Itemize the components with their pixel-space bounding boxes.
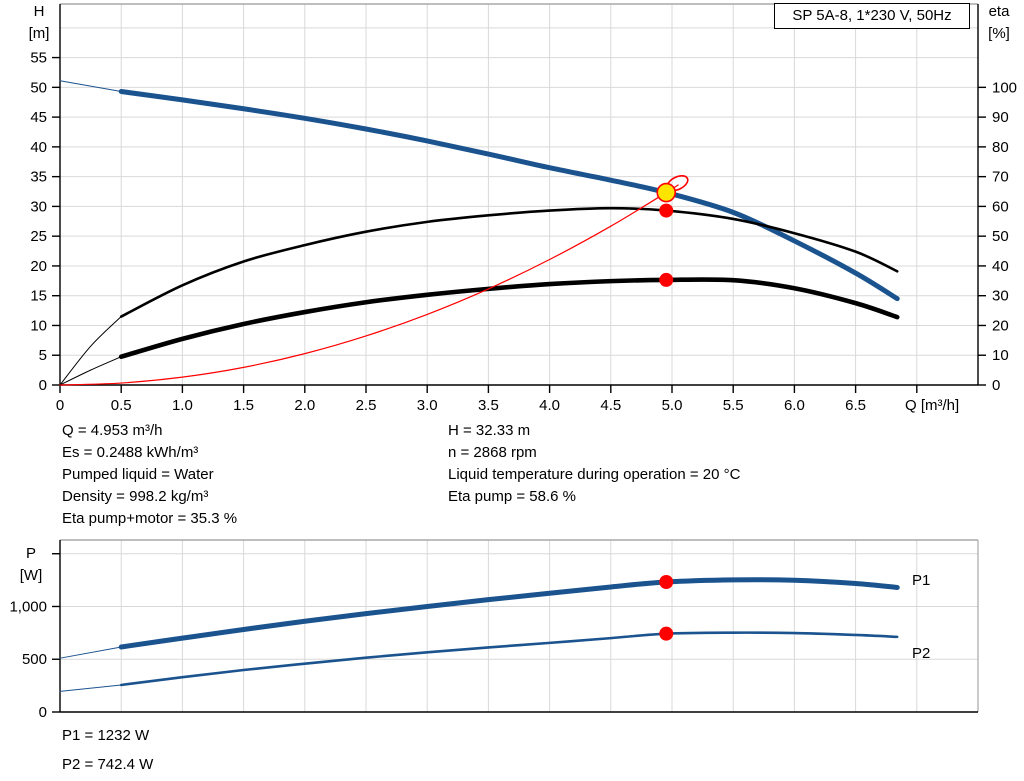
power-line-p1: P1 = 1232 W [62,727,150,744]
info-line-n: n = 2868 rpm [448,444,537,461]
svg-text:10: 10 [992,347,1009,364]
info-line-es: Es = 0.2488 kWh/m³ [62,444,199,461]
svg-text:100: 100 [992,79,1017,96]
svg-text:40: 40 [30,139,47,156]
x-axis-title: Q [m³/h] [905,397,959,414]
svg-text:2.5: 2.5 [356,397,377,414]
svg-text:4.5: 4.5 [600,397,621,414]
info-line-liquid-temperature: Liquid temperature during operation = 20… [448,466,741,483]
svg-text:1.0: 1.0 [172,397,193,414]
y-right-ticks: 0 10 20 30 40 50 60 70 80 90 100 [978,79,1017,394]
svg-text:6.5: 6.5 [845,397,866,414]
svg-text:70: 70 [992,169,1009,186]
svg-text:0: 0 [39,377,47,394]
y-left-axis-title: P [26,545,36,562]
svg-text:35: 35 [30,169,47,186]
y-right-axis-title: eta [989,3,1011,20]
svg-text:80: 80 [992,139,1009,156]
power-line-p2: P2 = 742.4 W [62,756,154,773]
power-values-block: P1 = 1232 W P2 = 742.4 W [62,721,153,779]
svg-text:4.0: 4.0 [539,397,560,414]
y-left-axis-title: [m] [29,25,50,42]
svg-text:0: 0 [39,704,47,721]
info-line-q: Q = 4.953 m³/h [62,422,163,439]
svg-text:30: 30 [992,288,1009,305]
gridlines [60,540,978,712]
svg-text:1.5: 1.5 [233,397,254,414]
p2-curve-label: P2 [912,645,930,662]
svg-text:1,000: 1,000 [9,598,47,615]
y-left-axis-title: [W] [20,567,43,584]
eta-pump-curve [59,206,899,386]
duty-info-right-column: H = 32.33 m n = 2868 rpm Liquid temperat… [448,420,740,508]
svg-text:5.5: 5.5 [723,397,744,414]
p1-point [659,574,674,589]
svg-text:50: 50 [30,79,47,96]
svg-text:5: 5 [39,347,47,364]
power-chart: 0 500 1,000 P [W] P1 P2 [9,539,979,721]
svg-text:20: 20 [30,258,47,275]
svg-text:45: 45 [30,109,47,126]
y-right-axis-title: [%] [988,25,1010,42]
info-line-pumped-liquid: Pumped liquid = Water [62,466,214,483]
p2-curve [59,631,899,692]
svg-text:40: 40 [992,258,1009,275]
svg-text:60: 60 [992,198,1009,215]
p1-curve-label: P1 [912,572,930,589]
svg-text:6.0: 6.0 [784,397,805,414]
svg-text:2.0: 2.0 [294,397,315,414]
y-left-axis-title: H [34,3,45,20]
x-ticks: 0 0.5 1.0 1.5 2.0 2.5 3.0 3.5 4.0 4.5 5.0 5.5 6.0 6.5 [56,385,918,414]
gridlines [60,4,978,385]
eta-pump-motor-curve [59,277,900,386]
y-left-ticks: 0 500 1,000 [9,553,60,721]
svg-text:5.0: 5.0 [662,397,683,414]
eta-pump-motor-point [659,272,674,287]
svg-text:10: 10 [30,317,47,334]
svg-text:0: 0 [992,377,1000,394]
duty-info-left-column: Q = 4.953 m³/h Es = 0.2488 kWh/m³ Pumped… [62,420,237,530]
pump-model-label: SP 5A-8, 1*230 V, 50Hz [774,3,970,29]
svg-text:30: 30 [30,198,47,215]
svg-text:50: 50 [992,228,1009,245]
eta-pump-point [659,203,674,218]
p2-point [659,626,674,641]
svg-text:90: 90 [992,109,1009,126]
svg-text:0: 0 [56,397,64,414]
p1-curve [59,577,900,659]
svg-text:25: 25 [30,228,47,245]
svg-text:3.5: 3.5 [478,397,499,414]
svg-text:500: 500 [22,651,47,668]
duty-point[interactable] [656,182,677,203]
y-left-ticks: 0 5 10 15 20 25 30 35 40 45 50 55 [30,50,60,394]
info-line-h: H = 32.33 m [448,422,531,439]
info-line-density: Density = 998.2 kg/m³ [62,488,209,505]
svg-text:15: 15 [30,288,47,305]
svg-text:3.0: 3.0 [417,397,438,414]
head-curve [59,80,900,302]
info-line-eta-pump-motor: Eta pump+motor = 35.3 % [62,510,238,527]
head-eta-chart: 0 5 10 15 20 25 30 35 40 45 50 55 0 10 20 30 40 50 60 70 80 9… [29,3,1017,414]
svg-text:55: 55 [30,50,47,67]
svg-text:0.5: 0.5 [111,397,132,414]
svg-text:20: 20 [992,317,1009,334]
system-curve [59,184,679,386]
info-line-eta-pump: Eta pump = 58.6 % [448,488,576,505]
